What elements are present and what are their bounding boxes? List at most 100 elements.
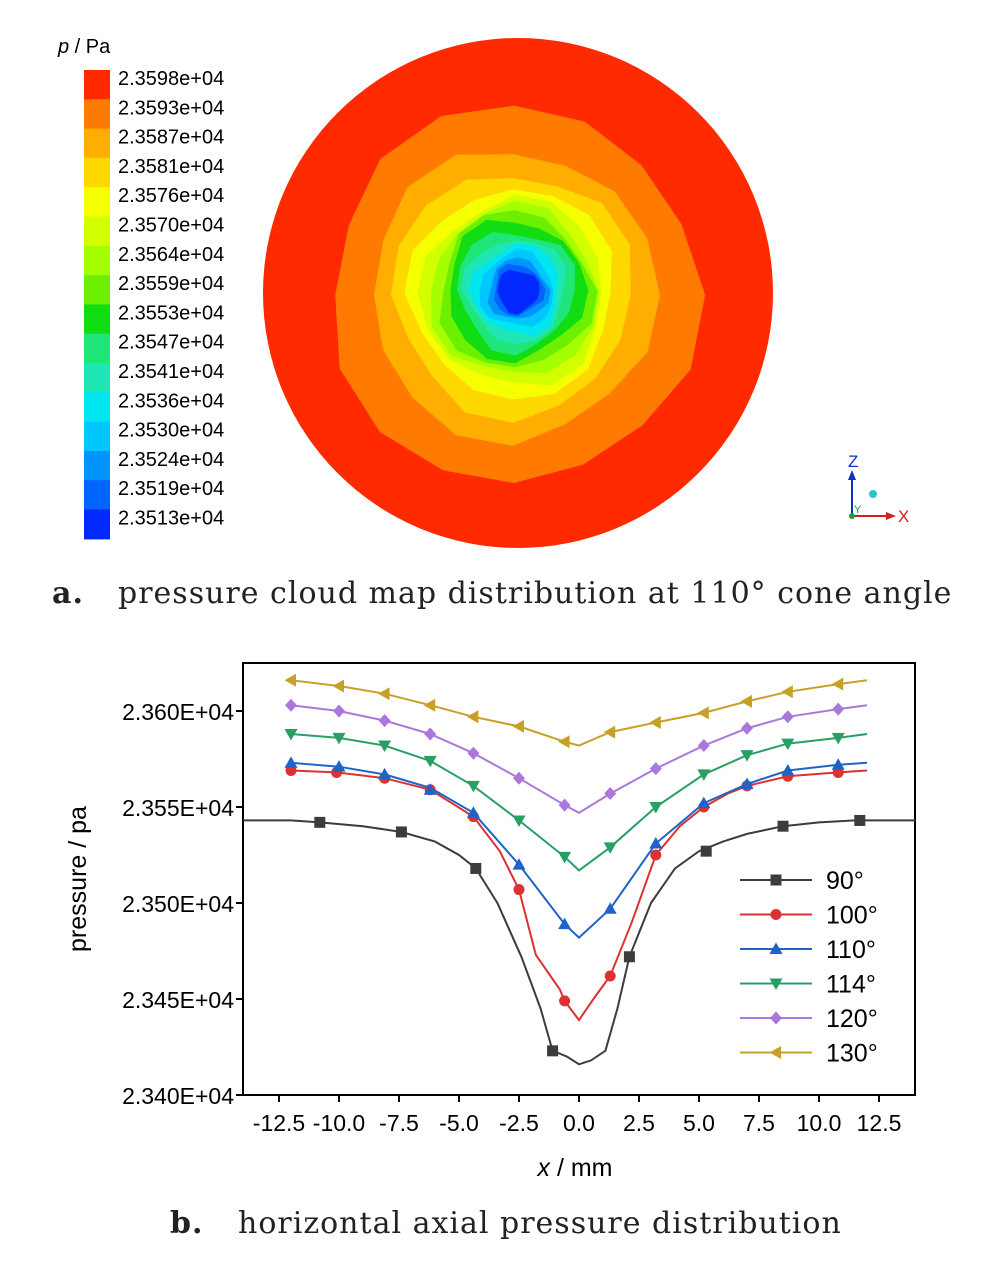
x-tick-label: 0.0 [563,1110,595,1136]
x-tick-label: 10.0 [797,1110,842,1136]
data-point [781,685,793,699]
legend-label: 114° [826,971,876,999]
triad-sphere-icon [869,490,877,498]
data-point [740,777,754,789]
x-tick-label: 2.5 [623,1110,655,1136]
legend-item: 90° [740,867,864,895]
colorbar-label: 2.3564e+04 [118,244,224,266]
colorbar-title-unit: / Pa [69,36,111,58]
caption-a: a. pressure cloud map distribution at 110… [52,576,952,611]
data-point [603,902,617,914]
legend-marker [769,1046,781,1059]
legend-marker [769,978,783,990]
caption-b: b. horizontal axial pressure distribution [170,1206,842,1241]
data-point [740,694,752,708]
colorbar-swatch [84,157,110,188]
data-point [623,951,635,963]
data-point [558,917,572,930]
data-point [466,710,479,724]
series [243,814,915,1066]
pressure-cloud-map [263,38,773,548]
data-point [559,995,571,1007]
data-point [700,845,712,857]
data-point [603,842,617,854]
y-tick-label: 2.340E+04 [122,1083,234,1109]
data-point [513,884,525,896]
colorbar-swatch [84,216,110,247]
data-point [697,706,709,720]
colorbar-label: 2.3524e+04 [118,449,224,471]
colorbar-swatch [84,392,110,423]
legend-marker [769,942,783,954]
axis-triad: Z X Y [848,452,909,526]
data-point [604,970,616,982]
caption-b-text: horizontal axial pressure distribution [238,1206,842,1241]
plot-frame [242,662,916,1096]
data-point [332,760,346,772]
data-point [781,710,794,724]
y-tick-label: 2.350E+04 [122,891,234,917]
legend-item: 114° [740,971,876,999]
data-point [831,732,845,745]
legend-label: 100° [826,902,878,930]
colorbar-swatch [84,99,110,130]
colorbar-label: 2.3513e+04 [118,508,224,530]
data-point [558,851,572,864]
colorbar-swatch [84,509,110,540]
data-point [513,771,525,785]
colorbar-swatch [84,363,110,393]
colorbar-title-var: p [57,36,69,58]
data-point [285,698,297,712]
colorbar-label: 2.3519e+04 [118,478,224,500]
legend-marker [770,909,782,920]
x-tick-label: -10.0 [313,1110,365,1136]
data-point [512,719,524,733]
x-axis-label: X [898,507,909,526]
colorbar-swatch [84,275,110,305]
colorbar-label: 2.3547e+04 [118,332,224,354]
data-point [777,820,789,832]
series [284,673,868,749]
x-axis-title-unit: / mm [550,1154,613,1182]
data-point [603,725,616,739]
caption-a-text: pressure cloud map distribution at 110° … [118,576,952,611]
x-arrow-head-icon [886,512,896,520]
legend-marker [770,874,782,886]
z-arrow-head-icon [848,470,856,480]
series-line [290,679,868,747]
colorbar-title: p / Pa [57,36,111,58]
data-point [741,721,753,735]
chart-series [243,673,915,1066]
data-point [512,858,526,870]
y-tick-label: 2.360E+04 [122,699,234,725]
data-point [649,716,661,730]
colorbar-label: 2.3576e+04 [118,185,224,207]
x-tick-label: -7.5 [379,1110,419,1136]
colorbar-label: 2.3598e+04 [118,68,224,90]
caption-a-letter: a. [52,576,84,611]
colorbar-swatch [84,304,110,335]
series-line [290,704,868,814]
series [285,698,868,814]
legend-item: 130° [740,1040,878,1068]
data-point [649,836,663,849]
panel-b: -12.5 -10.0 -7.5 -5.0 -2.5 0.0 2.5 5.0 7.5 10.0 12… [64,662,916,1241]
colorbar: 2.3598e+04 2.3593e+04 2.3587e+04 2.3581e+04… [84,68,224,540]
data-point [332,732,346,745]
pressure-band [497,269,540,315]
data-point [423,698,436,712]
data-point [378,687,390,701]
colorbar-label: 2.3593e+04 [118,97,224,119]
legend-marker [770,1011,782,1025]
colorbar-swatch [84,245,110,276]
data-point [395,826,407,838]
data-point [284,729,298,741]
series-line [290,733,868,872]
colorbar-swatch [84,421,110,452]
data-point [332,679,344,693]
data-point [558,798,571,812]
colorbar-swatch [84,128,110,159]
colorbar-swatch [84,450,110,481]
colorbar-label: 2.3530e+04 [118,420,224,442]
